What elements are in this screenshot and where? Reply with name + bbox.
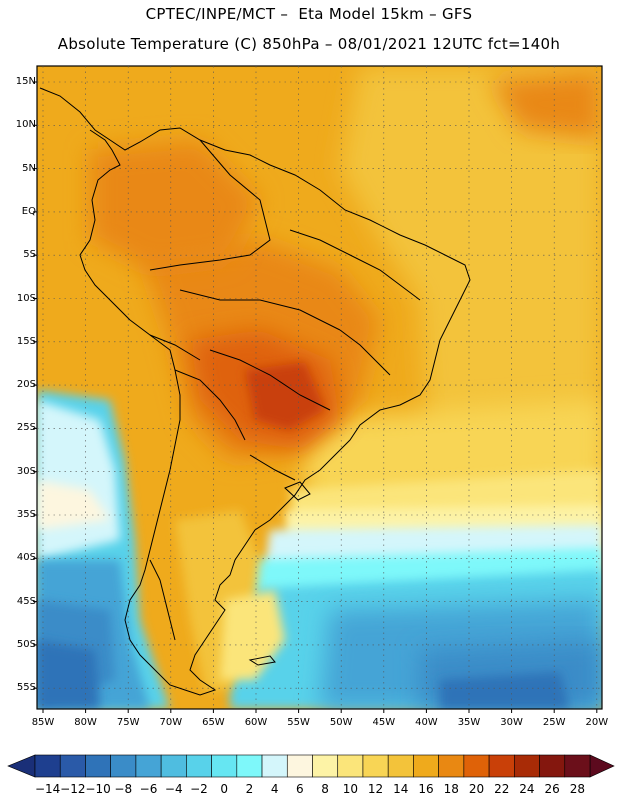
longitude-label: 65W [202,717,225,728]
colorbar-label: 20 [468,782,485,796]
colorbar-label: 22 [494,782,510,796]
latitude-label: 5N [22,162,36,174]
latitude-label: 55S [16,682,36,694]
colorbar-segment [34,754,61,778]
longitude-label: 50W [329,717,353,728]
colorbar-label: 18 [443,782,459,796]
map-frame [36,65,603,710]
colorbar-label: 10 [342,782,358,796]
longitude-label: 25W [542,717,566,728]
colorbar-segment [261,754,288,778]
colorbar [7,754,615,778]
colorbar-label: 14 [393,782,409,796]
colorbar-label: 28 [569,782,586,796]
colorbar-label: −10 [85,782,111,796]
latitude-label: 50S [16,638,36,650]
lat-lon-gridlines [33,66,602,713]
latitude-label: 20S [16,379,36,391]
colorbar-segment [85,754,111,778]
latitude-label: 5S [23,249,36,261]
map-title-line-2: Absolute Temperature (C) 850hPa – 08/01/… [57,35,561,53]
longitude-label: 60W [244,717,268,728]
longitude-label: 70W [159,717,183,728]
colorbar-max-arrow [589,754,615,778]
latitude-label: 10N [15,119,36,131]
longitude-label: 75W [116,717,140,728]
colorbar-label: 26 [544,782,560,796]
colorbar-min-arrow [7,754,36,778]
colorbar-segment [463,754,490,778]
colorbar-label: 12 [367,782,384,796]
colorbar-segment [160,754,187,778]
latitude-label: 30S [16,465,36,477]
colorbar-segment [362,754,389,778]
colorbar-segment [110,754,137,778]
colorbar-segment [59,754,86,778]
map-title-line-1: CPTEC/INPE/MCT – Eta Model 15km – GFS [145,5,473,23]
colorbar-label: 2 [245,782,254,796]
colorbar-segment [564,754,591,778]
colorbar-label: −4 [164,782,183,796]
temperature-field [37,66,602,709]
colorbar-label: −8 [114,782,133,796]
colorbar-label: 6 [296,782,304,796]
colorbar-segment [539,754,566,778]
colorbar-segment [236,754,263,778]
colorbar-label: 0 [220,782,229,796]
colorbar-label: 4 [270,782,279,796]
colorbar-segment [337,754,364,778]
latitude-label: 35S [16,509,36,520]
longitude-label: 35W [457,717,481,728]
colorbar-label: −2 [190,782,208,796]
colorbar-segment [438,754,465,778]
colorbar-label: −6 [139,782,158,796]
latitude-label: 15S [16,335,36,347]
longitude-label: 20W [585,717,609,728]
colorbar-label: 24 [519,782,535,796]
latitude-label: 10S [16,292,36,304]
colorbar-label: 16 [418,782,434,796]
colorbar-label: −12 [60,782,86,796]
latitude-label: 40S [16,552,36,564]
longitude-label: 80W [74,717,97,728]
colorbar-segment [413,754,439,778]
coastlines [39,87,471,696]
latitude-label: 25S [16,422,36,434]
longitude-label: 45W [372,717,396,728]
colorbar-segment [312,754,339,778]
longitude-label: 30W [500,717,523,728]
longitude-label: 40W [415,717,438,728]
colorbar-segment [186,754,212,778]
latitude-label: EQ [21,205,36,217]
longitude-label: 55W [287,717,310,728]
colorbar-label: 8 [321,782,329,796]
latitude-label: 45S [16,595,36,607]
colorbar-segment [387,754,414,778]
longitude-label: 85W [31,717,55,728]
colorbar-label: −14 [34,782,61,796]
colorbar-segment [286,754,313,778]
colorbar-segment [514,754,540,778]
latitude-label: 15N [15,76,36,87]
colorbar-segment [135,754,162,778]
colorbar-segment [488,754,515,778]
colorbar-segment [211,754,238,778]
